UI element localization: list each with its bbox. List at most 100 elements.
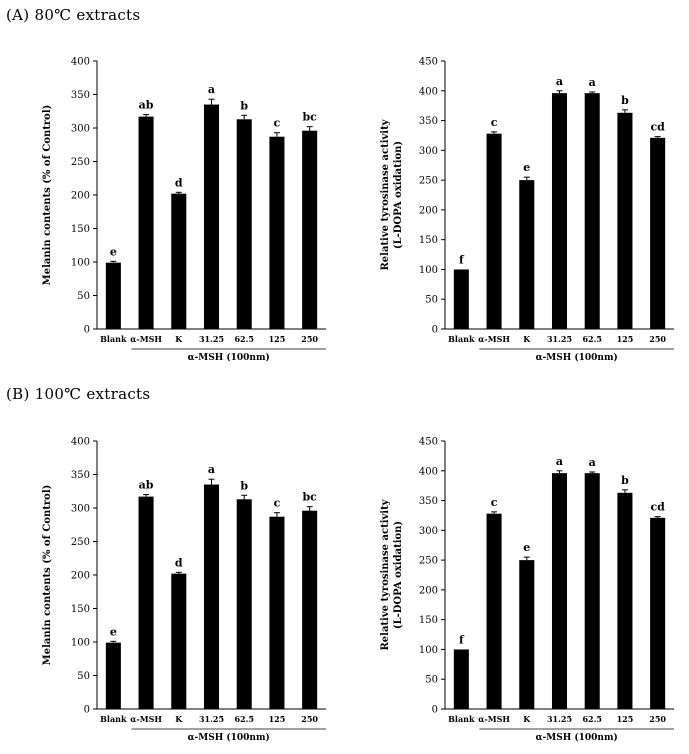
y-tick-label: 300: [71, 124, 90, 135]
y-axis-label: Relative tyrosinase activity: [380, 118, 391, 270]
y-tick-label: 350: [71, 470, 90, 481]
category-label: 125: [617, 714, 634, 724]
significance-label: e: [110, 245, 117, 258]
category-label: α-MSH: [478, 714, 510, 724]
significance-label: cd: [650, 121, 665, 134]
bar: [302, 130, 318, 329]
category-label: Blank: [100, 714, 127, 724]
category-label: Blank: [448, 334, 475, 344]
category-label: α-MSH: [130, 334, 162, 344]
category-label: 125: [617, 334, 634, 344]
y-tick-label: 150: [419, 615, 438, 626]
bar: [203, 484, 220, 709]
bar: [138, 496, 154, 709]
category-label: 125: [269, 714, 286, 724]
significance-label: a: [589, 76, 596, 89]
y-tick-label: 0: [432, 325, 438, 336]
significance-label: ab: [139, 99, 154, 112]
category-label: K: [175, 334, 183, 344]
y-tick-label: 250: [419, 176, 438, 187]
y-axis-label-line2: (L-DOPA oxidation): [393, 141, 404, 249]
significance-label: ab: [139, 479, 154, 492]
section-title-a: (A) 80℃ extracts: [6, 6, 141, 24]
category-label: α-MSH: [130, 714, 162, 724]
significance-label: e: [523, 541, 530, 554]
y-tick-label: 200: [71, 191, 90, 202]
y-tick-label: 400: [71, 57, 90, 68]
category-label: K: [523, 334, 531, 344]
category-label: 31.25: [199, 334, 224, 344]
category-label: K: [523, 714, 531, 724]
significance-label: a: [556, 455, 563, 468]
bar: [584, 473, 600, 709]
y-tick-label: 100: [71, 638, 90, 649]
y-tick-label: 450: [419, 437, 438, 448]
y-tick-label: 200: [71, 571, 90, 582]
significance-label: cd: [650, 501, 665, 514]
bar: [236, 119, 252, 329]
category-label: 125: [269, 334, 286, 344]
y-tick-label: 150: [419, 235, 438, 246]
y-tick-label: 100: [419, 265, 438, 276]
significance-label: f: [459, 633, 465, 646]
x-axis-label: α-MSH (100nm): [536, 732, 618, 743]
y-tick-label: 50: [425, 675, 438, 686]
y-tick-label: 150: [71, 604, 90, 615]
category-label: Blank: [448, 714, 475, 724]
category-label: 250: [649, 334, 666, 344]
significance-label: c: [274, 497, 281, 510]
y-tick-label: 400: [71, 437, 90, 448]
y-tick-label: 200: [419, 205, 438, 216]
significance-label: e: [523, 161, 530, 174]
bar: [519, 560, 535, 709]
significance-label: bc: [302, 111, 317, 124]
melanin-chart-a: 050100150200250300350400eBlankabα-MSHdKa…: [42, 57, 326, 363]
bar: [519, 180, 535, 329]
significance-label: bc: [302, 491, 317, 504]
significance-label: a: [208, 463, 215, 476]
y-axis-label: Relative tyrosinase activity: [380, 498, 391, 650]
bar: [617, 112, 633, 330]
bar: [584, 93, 600, 329]
category-label: 62.5: [582, 714, 601, 724]
bar: [617, 492, 633, 709]
x-axis-label: α-MSH (100nm): [188, 732, 270, 743]
section-title-b: (B) 100℃ extracts: [6, 385, 151, 403]
significance-label: a: [208, 83, 215, 96]
category-label: 31.25: [547, 334, 572, 344]
bar: [486, 133, 502, 329]
y-tick-label: 450: [419, 57, 438, 68]
category-label: 62.5: [234, 714, 253, 724]
x-axis-label: α-MSH (100nm): [536, 352, 618, 363]
significance-label: e: [110, 625, 117, 638]
y-axis-label: Melanin contents (% of Control): [42, 485, 53, 666]
y-tick-label: 50: [77, 671, 90, 682]
significance-label: f: [459, 253, 465, 266]
bar: [105, 642, 121, 709]
y-tick-label: 0: [84, 705, 90, 716]
bar: [269, 516, 285, 709]
significance-label: a: [589, 456, 596, 469]
y-tick-label: 350: [419, 496, 438, 507]
bar: [269, 136, 285, 329]
y-tick-label: 300: [419, 146, 438, 157]
y-tick-label: 300: [419, 526, 438, 537]
y-tick-label: 100: [419, 645, 438, 656]
category-label: 62.5: [234, 334, 253, 344]
y-tick-label: 150: [71, 224, 90, 235]
tyrosinase-chart-a: 0 50 100 150 200 250 300 350 400 450 f Blank c α-MSH e…: [380, 57, 674, 363]
y-tick-label: 400: [419, 86, 438, 97]
category-label: K: [175, 714, 183, 724]
significance-label: b: [621, 474, 629, 487]
x-axis-label: α-MSH (100nm): [188, 352, 270, 363]
y-tick-label: 250: [71, 157, 90, 168]
y-tick-label: 50: [77, 291, 90, 302]
bar: [105, 262, 121, 329]
y-tick-label: 250: [71, 537, 90, 548]
y-tick-label: 0: [84, 325, 90, 336]
melanin-chart-b: 050100150200250300350400eBlankabα-MSHdKa…: [42, 437, 326, 743]
category-label: 250: [649, 714, 666, 724]
category-label: 250: [301, 334, 318, 344]
y-tick-label: 100: [71, 258, 90, 269]
bar: [650, 517, 666, 709]
